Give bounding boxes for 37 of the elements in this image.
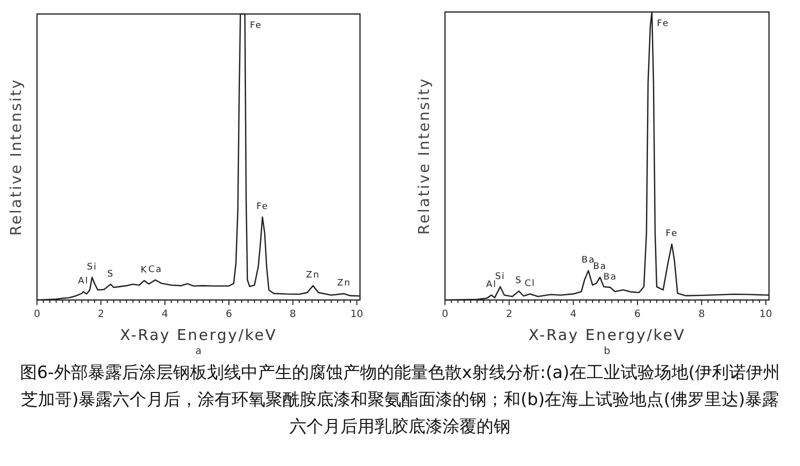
annotation: Si bbox=[86, 262, 98, 272]
annotation: Al bbox=[486, 280, 497, 290]
x-tick-label: 8 bbox=[698, 309, 705, 320]
x-tick-label: 0 bbox=[34, 309, 40, 320]
text: b bbox=[604, 346, 610, 357]
x-tick-label: 6 bbox=[634, 309, 641, 320]
x-tick-label: 10 bbox=[350, 309, 364, 320]
x-tick-label: 4 bbox=[570, 309, 577, 320]
x-tick-label: 2 bbox=[506, 309, 512, 320]
y-axis-title: Relative Intensity bbox=[7, 78, 25, 236]
y-axis-title: Relative Intensity bbox=[415, 77, 433, 235]
x-tick-label: 2 bbox=[98, 309, 104, 320]
annotation: Ca bbox=[148, 264, 162, 275]
x-tick-label: 6 bbox=[226, 309, 232, 320]
annotation: Fe bbox=[656, 19, 670, 29]
annotation: K bbox=[140, 266, 148, 276]
annotation: Ba bbox=[582, 256, 596, 266]
annotation: Fe bbox=[666, 229, 678, 240]
x-axis-title: X-Ray Energy/keV bbox=[120, 326, 278, 344]
annotation: Ba bbox=[603, 272, 618, 282]
annotation: Fe bbox=[250, 21, 262, 31]
annotation: Al bbox=[78, 276, 89, 287]
annotation: Si bbox=[495, 272, 506, 282]
x-tick-label: 10 bbox=[759, 309, 772, 320]
x-axis-title: X-Ray Energy/keV bbox=[528, 326, 686, 344]
annotation: S bbox=[107, 269, 114, 280]
x-tick-label: 4 bbox=[162, 309, 168, 320]
annotation: Zn bbox=[306, 270, 320, 281]
annotation: S bbox=[515, 276, 522, 286]
text: a bbox=[195, 346, 202, 357]
annotation: Ba bbox=[593, 262, 607, 272]
x-tick-label: 8 bbox=[290, 309, 296, 320]
annotation: Fe bbox=[256, 202, 269, 212]
annotation: Zn bbox=[337, 278, 351, 289]
x-tick-label: 0 bbox=[442, 309, 448, 320]
caption: 图6-外部暴露后涂层钢板划线中产生的腐蚀产物的能量色散x射线分析:(a)在工业试验场地(伊利诺伊州芝加哥)暴露六个月后，涂有环氧聚酰胺底漆和聚氨酯面漆的钢；和(b)在海上试验地点(佛罗里达)暴露六个月后用乳胶底漆涂覆的钢 bbox=[20, 363, 780, 437]
annotation: Cl bbox=[524, 278, 536, 289]
